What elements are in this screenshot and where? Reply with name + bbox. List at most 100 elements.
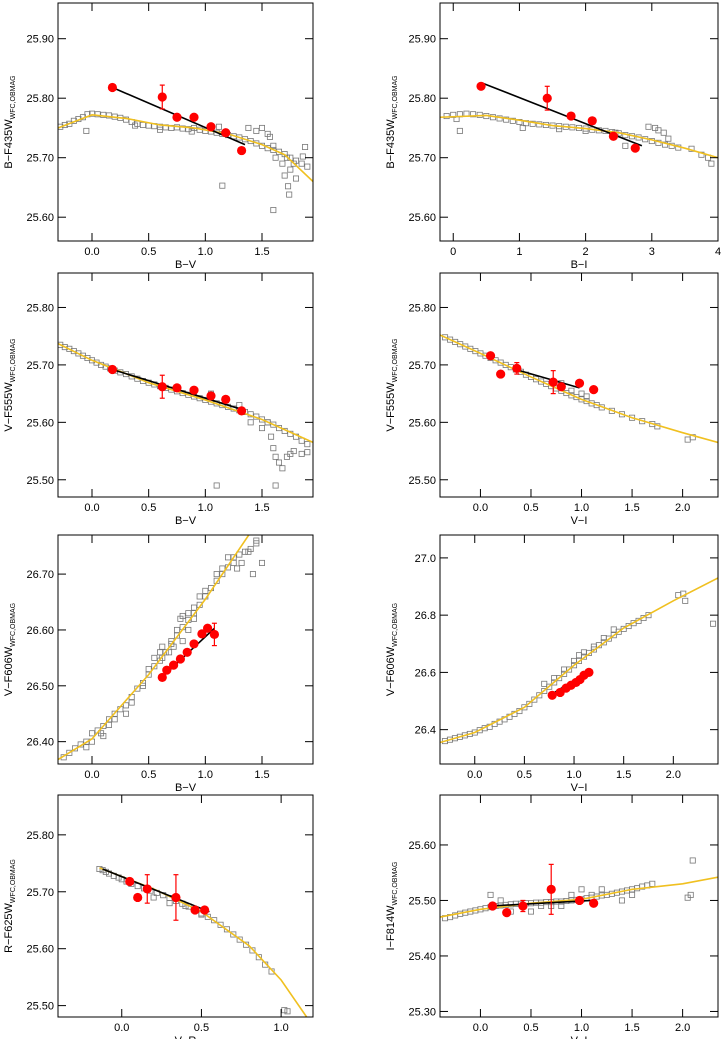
y-tick-label: 25.50 xyxy=(26,475,54,487)
data-point xyxy=(134,685,141,692)
data-point xyxy=(123,702,130,709)
data-point xyxy=(290,160,297,167)
data-point xyxy=(159,643,166,650)
calibration-star xyxy=(485,351,496,361)
x-tick-label: 1.5 xyxy=(624,1022,639,1034)
data-point xyxy=(287,166,294,173)
data-point xyxy=(211,917,218,924)
x-tick-label: 1.0 xyxy=(574,502,589,514)
y-axis-label-main: B−F435W xyxy=(385,119,397,169)
x-tick-label: 2 xyxy=(583,246,589,258)
calibration-star xyxy=(221,128,231,138)
data-point xyxy=(598,886,605,893)
data-point xyxy=(223,926,230,933)
x-axis-label: V−R xyxy=(175,1035,197,1039)
data-point xyxy=(509,117,516,124)
plot-area xyxy=(440,577,718,745)
y-axis-label-sub: WFC,OBMAG xyxy=(10,859,17,903)
x-tick-label: 0.0 xyxy=(473,1022,488,1034)
data-point xyxy=(236,936,243,943)
data-point xyxy=(219,565,226,572)
data-point xyxy=(302,143,309,150)
calibration-star xyxy=(566,111,576,121)
data-point xyxy=(190,604,197,611)
data-point xyxy=(610,626,617,633)
y-tick-label: 25.60 xyxy=(408,212,436,224)
data-point xyxy=(249,571,256,578)
data-point xyxy=(204,913,211,920)
data-point xyxy=(234,565,241,572)
data-point xyxy=(645,123,652,130)
data-point xyxy=(162,649,169,656)
data-point xyxy=(299,153,306,160)
y-tick-label: 25.80 xyxy=(408,302,436,314)
data-point xyxy=(224,554,231,561)
data-point xyxy=(100,723,107,730)
plot-area xyxy=(58,535,265,761)
data-point xyxy=(304,163,311,170)
data-point xyxy=(578,886,585,893)
calibration-star xyxy=(237,406,247,416)
data-point xyxy=(272,482,279,489)
x-tick-label: 3 xyxy=(649,246,655,258)
data-point xyxy=(541,688,548,695)
data-point xyxy=(279,160,286,167)
y-tick-label: 25.80 xyxy=(26,830,54,842)
calibration-star xyxy=(221,394,231,404)
y-axis-label-sub: WFC,OBMAG xyxy=(392,338,399,382)
x-tick-label: 0.0 xyxy=(473,502,488,514)
y-tick-label: 25.50 xyxy=(408,895,436,907)
fit-curve xyxy=(440,334,718,444)
calibration-star xyxy=(548,377,558,387)
x-tick-label: 0.5 xyxy=(141,502,156,514)
x-axis-label: B−V xyxy=(175,515,197,527)
data-point xyxy=(529,120,536,127)
calibration-star xyxy=(547,690,557,700)
y-tick-label: 25.80 xyxy=(408,93,436,105)
data-point xyxy=(443,113,450,120)
y-tick-label: 26.50 xyxy=(26,681,54,693)
data-point xyxy=(708,160,715,167)
x-tick-label: 1.0 xyxy=(198,769,213,781)
calibration-star xyxy=(608,131,619,141)
data-point xyxy=(272,453,279,460)
data-point xyxy=(100,733,107,740)
x-tick-label: 2.0 xyxy=(666,769,681,781)
y-axis-label-main: R−F625W xyxy=(3,902,15,952)
calibration-star xyxy=(206,391,216,401)
fit-curve xyxy=(58,114,313,183)
x-tick-label: 0.0 xyxy=(467,769,482,781)
x-tick-label: 1.5 xyxy=(624,502,639,514)
data-point xyxy=(538,903,545,910)
data-point xyxy=(541,680,548,687)
calibration-star xyxy=(189,385,199,395)
calibration-star xyxy=(518,901,528,911)
calibration-star xyxy=(206,122,216,132)
data-point xyxy=(213,571,220,578)
data-point xyxy=(629,891,636,898)
data-point xyxy=(284,1008,291,1015)
y-tick-label: 25.70 xyxy=(408,360,436,372)
plot-frame xyxy=(439,2,719,242)
data-point xyxy=(710,620,717,627)
calibration-star xyxy=(487,901,498,911)
y-axis-label-main: I−F814W xyxy=(385,905,397,951)
data-point xyxy=(590,643,597,650)
data-point xyxy=(139,682,146,689)
data-point xyxy=(196,593,203,600)
y-tick-label: 25.70 xyxy=(26,887,54,899)
data-point xyxy=(253,537,260,544)
calibration-star xyxy=(587,116,597,126)
calibration-star xyxy=(190,905,200,915)
data-point xyxy=(610,632,617,639)
calibration-star xyxy=(189,112,199,122)
data-point xyxy=(202,587,209,594)
data-point xyxy=(304,441,311,448)
data-point xyxy=(536,692,543,699)
data-point xyxy=(272,154,279,161)
calibration-star xyxy=(589,384,599,395)
panel-3: 0.0 0.5 1.0 1.5 25.50 25.60 25.70 25.80 B−V V−F55… xyxy=(3,272,314,527)
data-point xyxy=(571,662,578,669)
data-point xyxy=(89,110,96,117)
data-point xyxy=(266,133,273,140)
